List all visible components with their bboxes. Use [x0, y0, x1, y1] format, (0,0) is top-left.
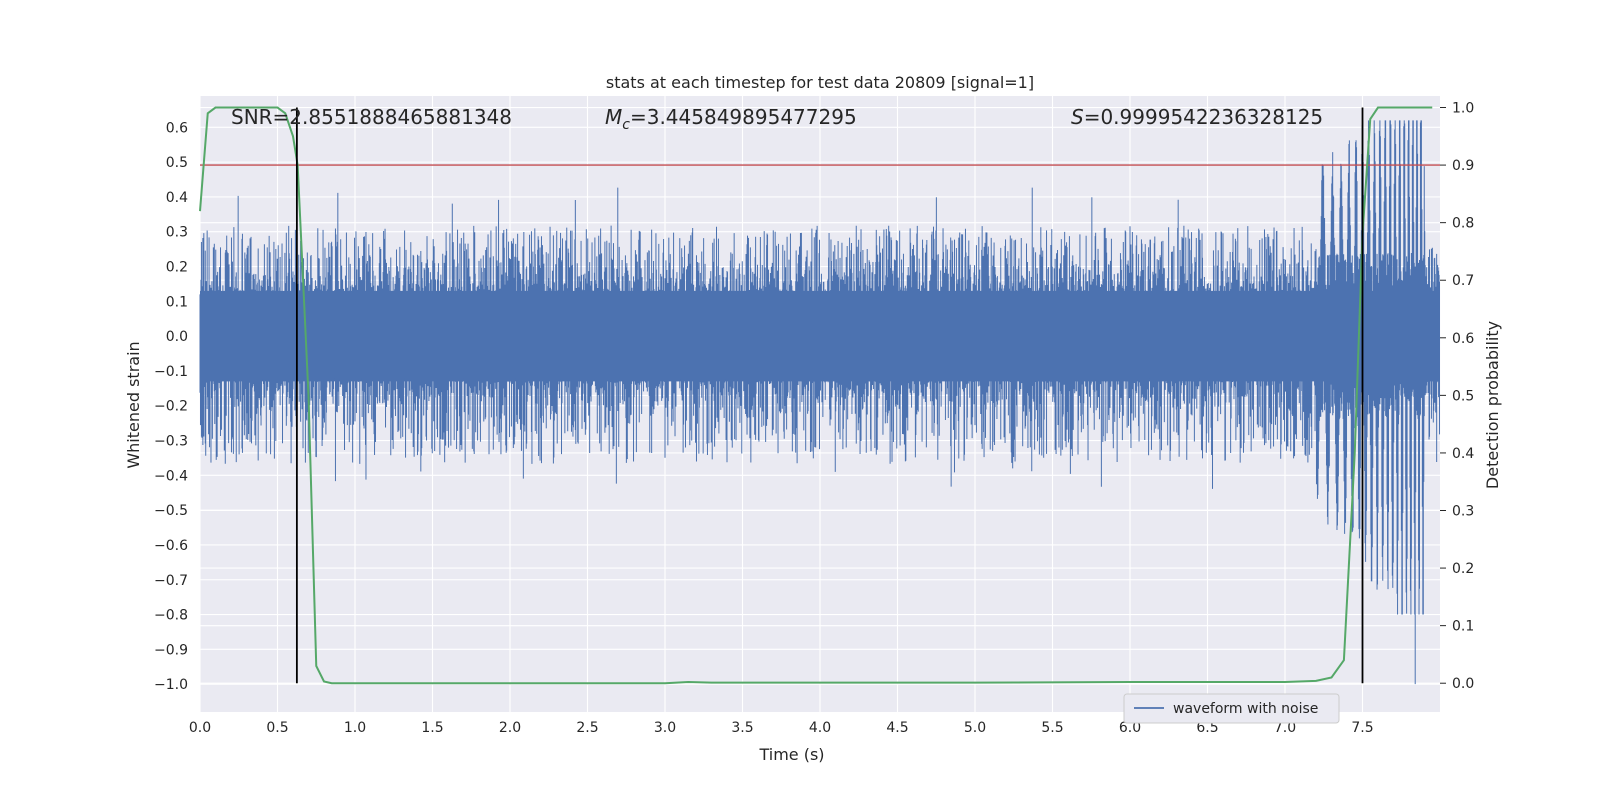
- y-left-tick-label: 0.3: [166, 225, 188, 241]
- x-tick-label: 6.0: [1119, 720, 1141, 736]
- probability-line: [199, 106, 1433, 685]
- chirp-mass-annotation: Mc=3.445849895477295: [605, 105, 857, 133]
- chirp-mass-subscript: c: [622, 117, 630, 133]
- y-left-tick-label: −0.1: [154, 364, 188, 380]
- y-right-tick-label: 0.8: [1452, 216, 1474, 232]
- y-left-tick-label: −0.9: [154, 642, 188, 658]
- y-left-tick-label: −0.8: [154, 608, 188, 624]
- y-left-tick-label: −1.0: [154, 677, 188, 693]
- y-left-tick-label: −0.7: [154, 573, 188, 589]
- y-right-tick-label: 0.0: [1452, 676, 1474, 692]
- y-right-tick-label: 0.5: [1452, 388, 1474, 404]
- y-left-tick-label: 0.5: [166, 155, 188, 171]
- waveform-with-noise-series: [199, 120, 1441, 685]
- y-left-tick-label: 0.2: [166, 260, 188, 276]
- vertical-markers: [295, 107, 1364, 684]
- x-tick-label: 1.0: [344, 720, 366, 736]
- detection-probability-series: [199, 106, 1433, 685]
- y-left-tick-label: −0.4: [154, 468, 188, 484]
- waveform-trace: [199, 120, 1441, 685]
- legend: waveform with noise: [1123, 693, 1340, 724]
- s-symbol: S: [1071, 105, 1084, 129]
- x-tick-label: 2.0: [499, 720, 521, 736]
- y-right-tick-label: 0.6: [1452, 331, 1474, 347]
- x-tick-label: 7.5: [1351, 720, 1373, 736]
- x-tick-label: 0.0: [189, 720, 211, 736]
- y-right-axis-ticks: 1.0 0.9 0.8 0.7 0.6 0.5 0.4 0.3 0.2 0.1 0.0: [1440, 101, 1474, 692]
- s-value: =0.9999542236328125: [1084, 105, 1323, 129]
- x-tick-label: 3.0: [654, 720, 676, 736]
- x-tick-label: 6.5: [1196, 720, 1218, 736]
- x-tick-label: 4.0: [809, 720, 831, 736]
- x-axis-label: Time (s): [758, 745, 824, 764]
- chirp-mass-symbol: M: [605, 105, 622, 129]
- chart-title: stats at each timestep for test data 208…: [606, 73, 1034, 92]
- s-annotation: S=0.9999542236328125: [1071, 105, 1323, 129]
- chirp-mass-value: =3.445849895477295: [630, 105, 857, 129]
- y-right-tick-label: 0.4: [1452, 446, 1474, 462]
- x-tick-label: 7.0: [1274, 720, 1296, 736]
- y-right-axis-label: Detection probability: [1483, 321, 1502, 489]
- snr-annotation: SNR=2.8551888465881348: [231, 105, 512, 129]
- y-right-tick-label: 0.9: [1452, 158, 1474, 174]
- x-tick-label: 2.5: [576, 720, 598, 736]
- y-left-tick-label: 0.0: [166, 329, 188, 345]
- y-right-tick-label: 0.1: [1452, 619, 1474, 635]
- y-left-tick-label: −0.5: [154, 503, 188, 519]
- x-tick-label: 0.5: [266, 720, 288, 736]
- legend-label-waveform: waveform with noise: [1173, 701, 1318, 717]
- x-tick-label: 4.5: [886, 720, 908, 736]
- x-tick-label: 3.5: [731, 720, 753, 736]
- y-right-tick-label: 0.7: [1452, 273, 1474, 289]
- y-left-tick-label: 0.4: [166, 190, 188, 206]
- y-right-tick-label: 0.2: [1452, 561, 1474, 577]
- x-tick-label: 5.0: [964, 720, 986, 736]
- y-right-tick-label: 1.0: [1452, 101, 1474, 117]
- y-left-axis-ticks: 0.6 0.5 0.4 0.3 0.2 0.1 0.0 −0.1 −0.2 −0.3 −0.4 −0.…: [154, 120, 188, 693]
- x-axis-ticks: 0.0 0.5 1.0 1.5 2.0 2.5 3.0 3.5 4.0 4.5 5.0 5.5 6.0 6…: [189, 720, 1374, 736]
- y-left-tick-label: −0.3: [154, 434, 188, 450]
- x-tick-label: 5.5: [1041, 720, 1063, 736]
- y-right-tick-label: 0.3: [1452, 504, 1474, 520]
- y-left-tick-label: −0.2: [154, 399, 188, 415]
- x-tick-label: 1.5: [421, 720, 443, 736]
- y-left-tick-label: 0.1: [166, 294, 188, 310]
- y-left-axis-label: Whitened strain: [124, 341, 143, 468]
- y-left-tick-label: 0.6: [166, 120, 188, 136]
- y-left-tick-label: −0.6: [154, 538, 188, 554]
- legend-box: [1123, 693, 1340, 724]
